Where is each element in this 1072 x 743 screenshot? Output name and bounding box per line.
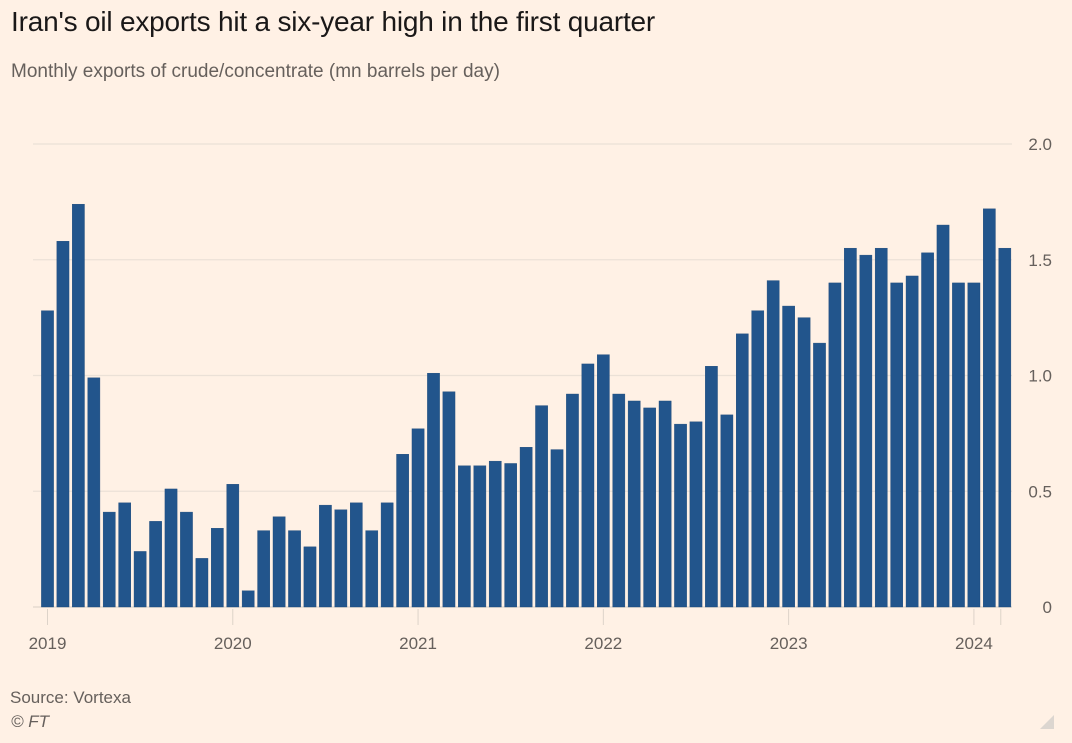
bar-2024-01 [967, 282, 981, 608]
bar-2019-07 [133, 551, 147, 608]
bar-2023-07 [874, 247, 888, 608]
bar-2021-06 [488, 460, 502, 608]
bar-2019-08 [149, 521, 162, 608]
bar-2019-02 [56, 241, 70, 608]
bar-2022-02 [612, 393, 626, 608]
y-tick-label: 1.0 [1028, 367, 1052, 386]
chart-title: Iran's oil exports hit a six-year high i… [11, 6, 656, 37]
bar-2021-01 [411, 428, 425, 608]
bar-2023-03 [813, 342, 826, 608]
bar-2021-04 [458, 465, 471, 608]
x-tick-label-2020: 2020 [214, 634, 252, 653]
bar-2020-03 [257, 530, 270, 608]
bar-2022-09 [720, 414, 734, 608]
bar-2020-05 [288, 530, 301, 608]
bar-2023-06 [859, 254, 873, 608]
bar-2019-10 [180, 511, 193, 608]
copyright-note: © FT [11, 712, 50, 731]
x-tick-label-2019: 2019 [29, 634, 67, 653]
x-axis: 2019 2020 2021 2022 2023 2024 [29, 609, 1002, 653]
bar-2023-02 [797, 317, 811, 608]
bar-2022-04 [643, 407, 656, 608]
bar-2023-04 [828, 282, 842, 608]
bar-2021-05 [473, 465, 487, 608]
bar-2021-09 [535, 405, 548, 608]
bar-2021-02 [427, 372, 440, 608]
bar-2019-06 [118, 502, 131, 608]
bar-2022-11 [751, 310, 765, 608]
y-axis: 0 0.5 1.0 1.5 2.0 [1028, 135, 1052, 617]
bar-2021-03 [442, 391, 456, 608]
bar-2022-10 [736, 333, 749, 608]
bar-2023-05 [844, 247, 857, 608]
y-tick-label: 0.5 [1028, 482, 1052, 501]
bar-2020-07 [319, 504, 332, 608]
bars [41, 203, 1012, 608]
bar-2021-07 [504, 463, 518, 608]
x-tick-label-2021: 2021 [399, 634, 437, 653]
bar-2020-10 [365, 530, 379, 608]
bar-2020-12 [396, 454, 409, 608]
bar-2019-09 [164, 488, 178, 608]
bar-2022-05 [658, 400, 672, 608]
x-tick-label-2022: 2022 [584, 634, 622, 653]
bar-2022-12 [766, 280, 780, 608]
bar-2022-07 [689, 421, 703, 608]
bar-2023-01 [782, 305, 795, 608]
bar-2021-11 [566, 393, 579, 608]
bar-2019-11 [195, 558, 209, 608]
bar-2021-08 [519, 447, 533, 608]
bar-2023-12 [952, 282, 965, 608]
bar-2020-11 [380, 502, 394, 608]
bar-2020-09 [350, 502, 363, 608]
x-tick-label-2024: 2024 [955, 634, 993, 653]
bar-2020-02 [241, 590, 255, 608]
x-tick-label-2023: 2023 [770, 634, 808, 653]
bar-2022-06 [674, 423, 687, 608]
y-tick-label: 1.5 [1028, 251, 1052, 270]
bar-2021-10 [550, 449, 564, 608]
bar-2023-10 [921, 252, 934, 608]
bar-2022-01 [597, 354, 610, 608]
chart-subtitle: Monthly exports of crude/concentrate (mn… [11, 61, 500, 82]
bar-2020-08 [334, 509, 348, 608]
bar-2023-09 [905, 275, 919, 608]
y-tick-label: 0 [1043, 598, 1052, 617]
bar-2023-08 [890, 282, 903, 608]
source-note: Source: Vortexa [10, 688, 131, 707]
bar-2020-01 [226, 484, 240, 608]
bar-2019-01 [41, 310, 54, 608]
bar-2019-05 [102, 511, 116, 608]
bar-2020-04 [272, 516, 286, 608]
bar-2019-03 [72, 203, 85, 608]
bar-2019-04 [87, 377, 101, 608]
resize-handle-icon[interactable] [1040, 715, 1054, 729]
bar-2024-02 [983, 208, 996, 608]
y-tick-label: 2.0 [1028, 135, 1052, 154]
bar-2019-12 [211, 528, 224, 608]
bar-2022-03 [627, 400, 641, 608]
bar-2020-06 [303, 546, 317, 608]
bar-2022-08 [705, 366, 718, 608]
bar-2024-03 [998, 247, 1012, 608]
bar-2021-12 [581, 363, 595, 608]
bar-2023-11 [936, 224, 950, 608]
